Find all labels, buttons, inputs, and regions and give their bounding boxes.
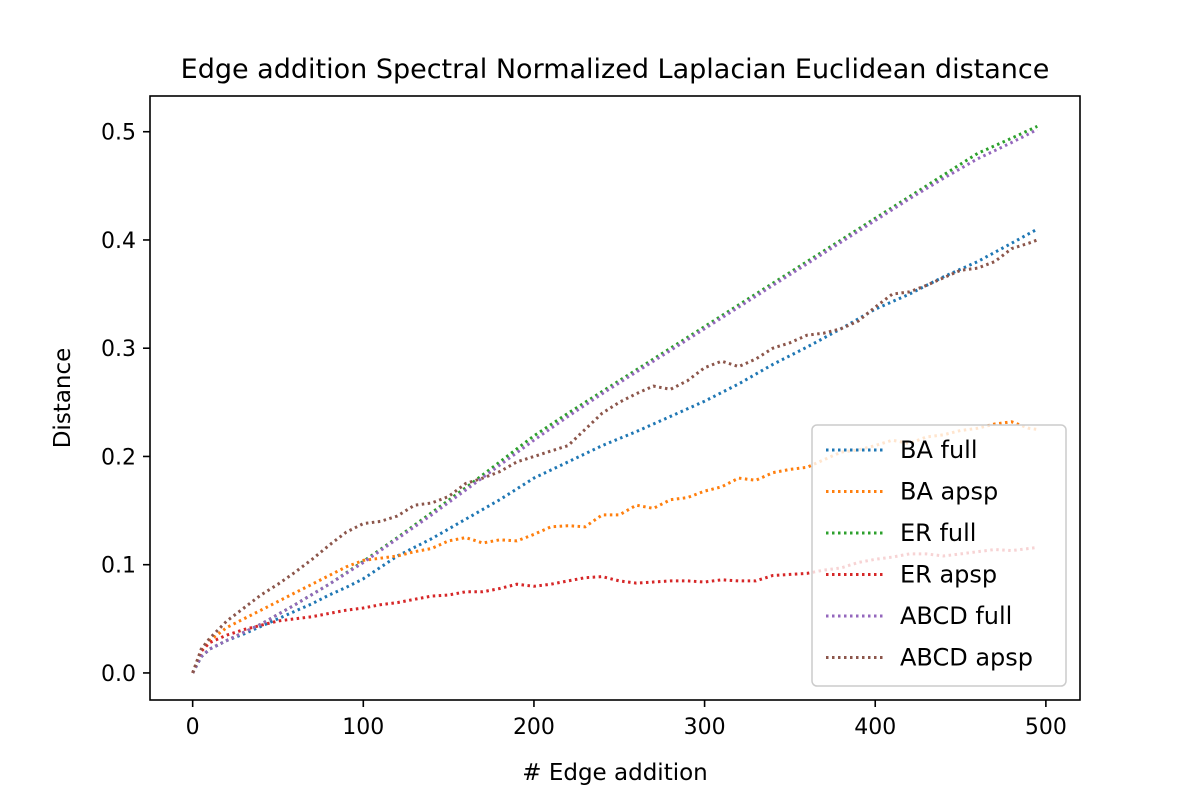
y-tick-label: 0.4 [101, 229, 136, 254]
y-tick-label: 0.5 [101, 121, 136, 146]
x-tick-label: 300 [684, 715, 726, 740]
legend-items: BA full BA apsp ER full ER apsp ABCD full ABC… [826, 436, 1033, 672]
x-tick-label: 0 [186, 715, 200, 740]
legend-label-ba-full: BA full [900, 436, 978, 464]
series-layer [191, 124, 1039, 674]
y-axis-label: Distance [50, 348, 76, 449]
y-tick-label: 0.0 [101, 662, 136, 687]
plot-area [149, 95, 1081, 701]
y-axis: 0.0 0.1 0.2 0.3 0.4 0.5 [101, 121, 150, 687]
y-tick-label: 0.1 [101, 554, 136, 579]
x-axis-label: # Edge addition [522, 760, 708, 786]
y-tick-label: 0.3 [101, 337, 136, 362]
x-tick-label: 500 [1025, 715, 1067, 740]
series-line-er-apsp [191, 545, 1038, 674]
x-tick-label: 400 [854, 715, 896, 740]
legend-label-abcd-full: ABCD full [900, 602, 1012, 630]
series-line-abcd-full [191, 128, 1038, 674]
chart-title: Edge addition Spectral Normalized Laplac… [181, 54, 1050, 85]
series-line-abcd-apsp [191, 238, 1038, 674]
x-tick-label: 200 [513, 715, 555, 740]
legend-label-er-apsp: ER apsp [900, 561, 997, 589]
x-tick-label: 100 [342, 715, 384, 740]
plot-frame [149, 95, 1081, 701]
legend-label-abcd-apsp: ABCD apsp [900, 644, 1033, 672]
legend: BA full BA apsp ER full ER apsp ABCD full ABC… [811, 424, 1067, 687]
y-tick-label: 0.2 [101, 445, 136, 470]
legend-label-ba-apsp: BA apsp [900, 478, 998, 506]
legend-label-er-full: ER full [900, 519, 976, 547]
x-axis: 0 100 200 300 400 500 [186, 700, 1067, 740]
